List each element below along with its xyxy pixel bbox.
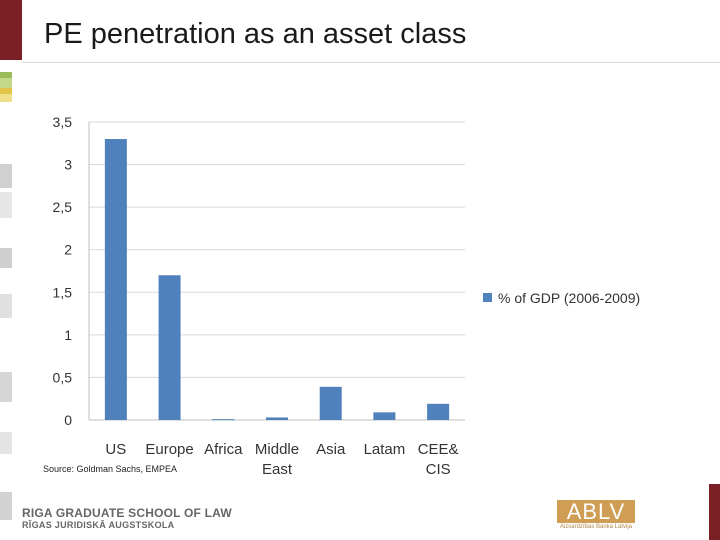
x-tick-label: CEE& CIS [418,441,459,478]
title-divider [22,62,720,63]
school-name-latvian: RĪGAS JURIDISKĀ AUGSTSKOLA [22,520,175,530]
strip-block [0,248,12,268]
legend-label: % of GDP (2006-2009) [498,290,640,306]
strip-block [0,294,12,318]
y-tick-label: 3 [64,157,72,173]
x-tick-label: Africa [204,441,243,458]
bar-chart: 0 0,5 1 1,5 2 2,5 3 3,5 US Europe Africa Middle East… [53,114,641,478]
y-tick-label: 2,5 [53,199,73,215]
x-tick-label: Asia [316,441,346,458]
x-tick-label: Latam [364,441,406,458]
strip-block [0,372,12,402]
school-name-english: RIGA GRADUATE SCHOOL OF LAW [22,506,232,520]
strip-block [0,72,12,78]
school-logo: RIGA GRADUATE SCHOOL OF LAW RĪGAS JURIDI… [22,506,232,531]
bar [266,417,288,420]
strip-block [0,492,12,520]
bar [212,419,235,421]
source-note: Source: Goldman Sachs, EMPEA [43,464,178,474]
page-title: PE penetration as an asset class [44,18,467,50]
strip-block [0,432,12,454]
decorative-strip [0,72,12,540]
x-tick-label: US [105,441,126,458]
y-tick-label: 1 [64,327,72,343]
y-tick-label: 0,5 [53,369,73,385]
x-tick-label: Europe [145,441,193,458]
accent-bar-right [709,484,720,540]
legend-swatch [483,293,492,302]
y-tick-label: 3,5 [53,114,73,130]
accent-bar-left [0,0,22,60]
y-tick-label: 2 [64,242,72,258]
strip-block [0,110,12,146]
bank-logo-mark: ABLV [557,500,635,524]
bar [158,275,181,420]
strip-block [0,164,12,188]
y-tick-label: 0 [64,412,72,428]
strip-block [0,192,12,218]
y-tick-label: 1,5 [53,284,73,300]
bank-logo: ABLV Aizsardzības Banka Latvija [557,500,635,530]
bar [104,139,127,420]
bank-logo-subtext: Aizsardzības Banka Latvija [559,524,633,530]
bar [319,386,342,420]
x-tick-label: Middle East [255,441,299,478]
bar [373,412,396,420]
strip-block [0,94,12,102]
bar [427,403,450,420]
